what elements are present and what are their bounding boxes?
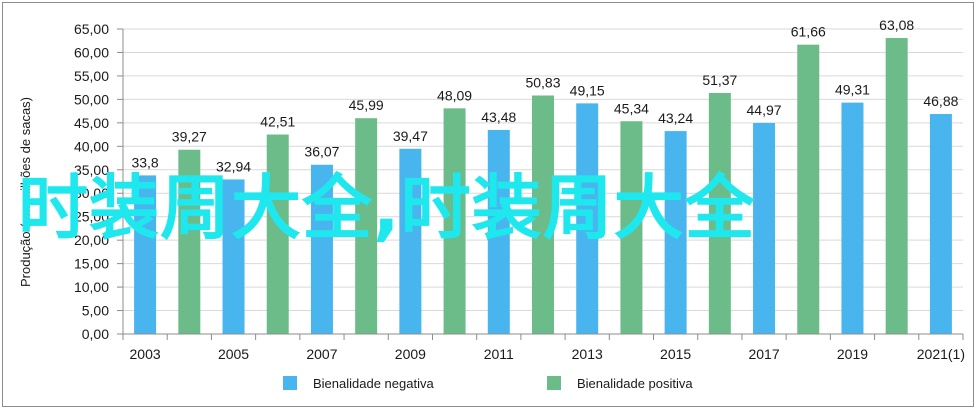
x-tick-label: 2015 (660, 346, 691, 362)
bar-negative (399, 148, 422, 334)
y-tick-label: 65,00 (74, 21, 109, 37)
y-tick-label: 50,00 (74, 91, 109, 107)
legend-label: Bienalidade positiva (577, 376, 693, 391)
bar-positive (355, 118, 378, 334)
x-tick-label: 2021(1) (917, 346, 965, 362)
y-tick-label: 45,00 (74, 115, 109, 131)
bar-value-label: 39,47 (393, 128, 428, 144)
x-tick-label: 2003 (130, 346, 161, 362)
bar-value-label: 36,07 (304, 144, 339, 160)
x-tick-label: 2019 (837, 346, 868, 362)
y-tick-label: 35,00 (74, 162, 109, 178)
bar-value-label: 45,34 (614, 100, 649, 116)
bar-value-label: 49,15 (570, 82, 605, 98)
y-tick-label: 25,00 (74, 209, 109, 225)
bars-layer (134, 38, 952, 335)
y-tick-label: 60,00 (74, 44, 109, 60)
y-tick-label: 40,00 (74, 138, 109, 154)
x-tick-label: 2009 (395, 346, 426, 362)
x-tick-label: 2005 (218, 346, 249, 362)
bar-value-label: 50,83 (525, 74, 560, 90)
bar-value-label: 32,94 (216, 158, 251, 174)
x-tick-label: 2011 (484, 346, 514, 362)
legend-swatch (547, 376, 561, 390)
bar-value-label: 48,09 (437, 87, 472, 103)
watermark-overlay-text: 时装周大全,时装周大全 (18, 167, 756, 249)
bar-value-label: 46,88 (923, 93, 958, 109)
y-tick-label: 20,00 (74, 232, 109, 248)
bar-value-label: 51,37 (702, 72, 737, 88)
bar-value-label: 33,8 (131, 154, 158, 170)
bar-value-label: 49,31 (835, 82, 870, 98)
bar-negative (929, 114, 952, 334)
bar-value-label: 45,99 (349, 97, 384, 113)
legend: Bienalidade negativa Bienalidade positiva (283, 376, 693, 391)
bar-negative (753, 122, 776, 334)
y-axis-title: Produção (em milhões de sacas) (18, 97, 33, 287)
x-tick-label: 2013 (572, 346, 603, 362)
bar-negative (841, 102, 864, 334)
bar-value-label: 39,27 (172, 129, 207, 145)
legend-swatch (283, 376, 297, 390)
axis-layer: 0,00 5,00 10,00 15,00 20,00 25,00 30,00 35,00 40… (74, 21, 965, 362)
value-labels-layer: 33,8 32,94 36,07 39,47 43,48 49,15 43,24 44,97 4… (131, 17, 958, 174)
bar-positive (266, 134, 289, 334)
x-tick-label: 2017 (748, 346, 779, 362)
bar-positive (797, 44, 820, 335)
y-tick-label: 0,00 (82, 326, 109, 342)
y-tick-label: 15,00 (74, 256, 109, 272)
bar-negative (134, 175, 157, 334)
bar-value-label: 63,08 (879, 17, 914, 33)
bar-negative (576, 103, 599, 334)
y-tick-label: 5,00 (82, 303, 109, 319)
bar-negative (664, 131, 687, 334)
bar-positive (885, 38, 908, 335)
bar-negative (310, 164, 333, 334)
legend-label: Bienalidade negativa (313, 376, 434, 391)
bar-value-label: 43,24 (658, 110, 693, 126)
bar-value-label: 42,51 (260, 114, 295, 130)
x-tick-label: 2007 (306, 346, 337, 362)
bar-positive (620, 121, 643, 335)
y-tick-label: 10,00 (74, 279, 109, 295)
bar-positive (178, 149, 201, 334)
bar-value-label: 43,48 (481, 109, 516, 125)
y-tick-label: 55,00 (74, 68, 109, 84)
bar-positive (708, 92, 731, 335)
y-tick-label: 30,00 (74, 185, 109, 201)
bar-negative (222, 179, 245, 334)
bar-negative (487, 129, 510, 334)
bar-value-label: 61,66 (791, 24, 826, 40)
bar-value-label: 44,97 (747, 102, 782, 118)
bar-positive (532, 95, 554, 335)
bar-positive (443, 108, 466, 334)
